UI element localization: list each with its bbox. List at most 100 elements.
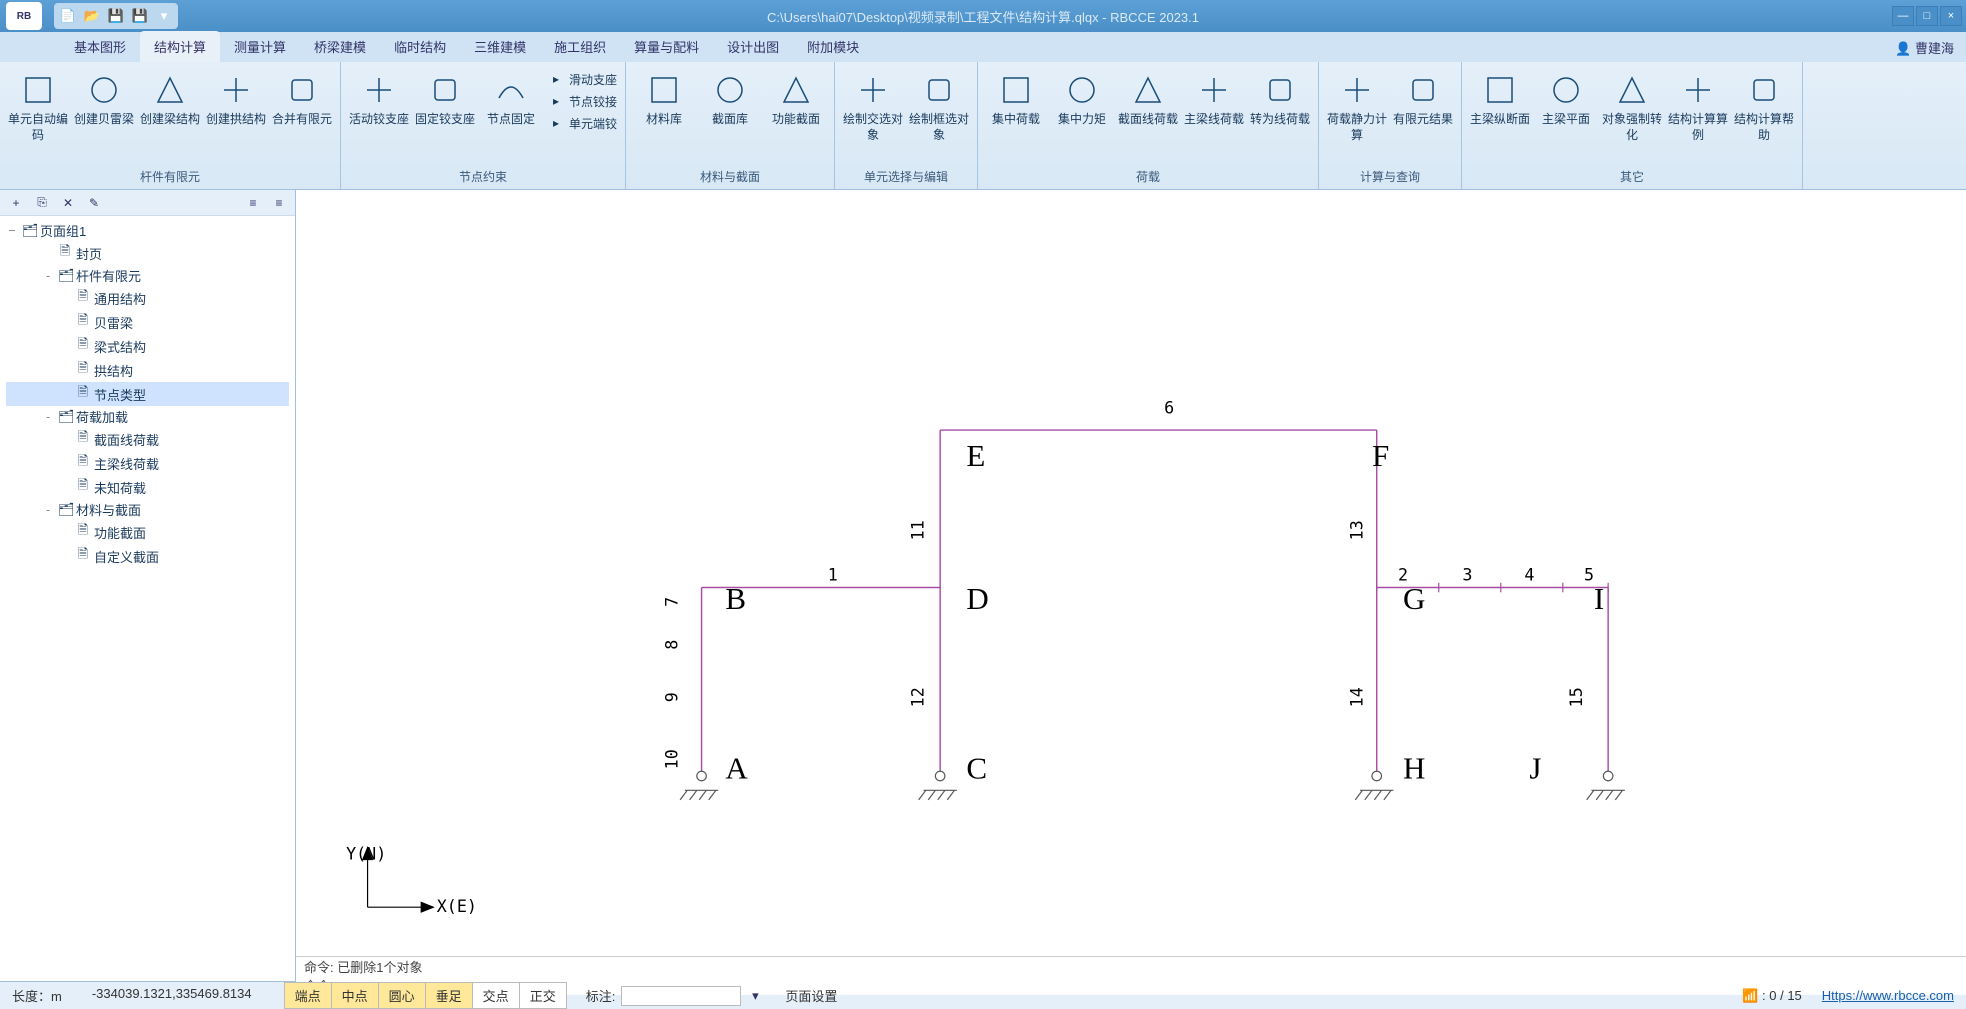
save-icon[interactable]: 💾 — [108, 8, 124, 24]
ribbon-btn[interactable]: 活动铰支座 — [349, 66, 409, 166]
ribbon-btn[interactable]: 功能截面 — [766, 66, 826, 166]
ribbon-btn[interactable]: 主梁纵断面 — [1470, 66, 1530, 166]
ribbon-icon — [218, 72, 254, 108]
ribbon-btn[interactable]: 对象强制转化 — [1602, 66, 1662, 166]
tree-node[interactable]: 🗎封页 — [6, 241, 289, 265]
snap-buttons: 端点中点圆心垂足交点正交 — [284, 982, 566, 1009]
doc-icon: 🗎 — [76, 383, 90, 405]
tree-node[interactable]: 🗎自定义截面 — [6, 544, 289, 568]
ribbon-icon — [1482, 72, 1518, 108]
ribbon-small-item[interactable]: ▸单元端铰 — [547, 114, 617, 132]
add-icon[interactable]: + — [6, 193, 26, 213]
ribbon-btn[interactable]: 有限元结果 — [1393, 66, 1453, 166]
ribbon-btn[interactable]: 绘制框选对象 — [909, 66, 969, 166]
ribbon-btn[interactable]: 材料库 — [634, 66, 694, 166]
new-icon[interactable]: 📄 — [60, 8, 76, 24]
length-unit: 长度：m — [12, 986, 62, 1005]
saveas-icon[interactable]: 💾 — [132, 8, 148, 24]
snap-button[interactable]: 正交 — [519, 982, 567, 1009]
maximize-button[interactable]: □ — [1916, 6, 1938, 26]
tree-node[interactable]: 🗎节点类型 — [6, 382, 289, 406]
ribbon-btn[interactable]: 荷载静力计算 — [1327, 66, 1387, 166]
svg-text:2: 2 — [1398, 564, 1408, 584]
ribbon-btn[interactable]: 集中力矩 — [1052, 66, 1112, 166]
ribbon-btn[interactable]: 转为线荷载 — [1250, 66, 1310, 166]
minimize-button[interactable]: — — [1892, 6, 1914, 26]
website-link[interactable]: Https://www.rbcce.com — [1822, 988, 1954, 1003]
ribbon-small-item[interactable]: ▸节点铰接 — [547, 92, 617, 110]
ribbon-btn-label: 功能截面 — [772, 112, 820, 128]
ribbon-btn-label: 主梁线荷载 — [1184, 112, 1244, 128]
command-input[interactable] — [334, 978, 1958, 993]
page-settings-button[interactable]: 页面设置 — [785, 986, 837, 1005]
indent-left-icon[interactable]: ≡ — [243, 193, 263, 213]
tab-3[interactable]: 桥梁建模 — [300, 31, 380, 62]
tree-node[interactable]: 🗎梁式结构 — [6, 334, 289, 358]
tree-node[interactable]: -🗂杆件有限元 — [6, 265, 289, 286]
doc-icon: 🗎 — [76, 287, 90, 309]
tab-4[interactable]: 临时结构 — [380, 31, 460, 62]
user-badge[interactable]: 👤 曹建海 — [1895, 38, 1954, 57]
ribbon-btn[interactable]: 结构计算帮助 — [1734, 66, 1794, 166]
tab-5[interactable]: 三维建模 — [460, 31, 540, 62]
tab-9[interactable]: 附加模块 — [793, 31, 873, 62]
ribbon-icon — [1746, 72, 1782, 108]
ribbon-btn-label: 绘制框选对象 — [909, 112, 969, 143]
small-icon: ▸ — [547, 92, 565, 110]
tab-0[interactable]: 基本图形 — [60, 31, 140, 62]
tab-8[interactable]: 设计出图 — [713, 31, 793, 62]
snap-button[interactable]: 端点 — [284, 982, 332, 1009]
annotate-dropdown-icon[interactable]: ▾ — [745, 986, 765, 1006]
tree-node[interactable]: 🗎主梁线荷载 — [6, 451, 289, 475]
annotate-input[interactable] — [621, 986, 741, 1006]
ribbon-btn[interactable]: 创建贝雷梁 — [74, 66, 134, 166]
copy-icon[interactable]: ⎘ — [32, 193, 52, 213]
tree-node[interactable]: 🗎截面线荷载 — [6, 427, 289, 451]
ribbon-btn[interactable]: 固定铰支座 — [415, 66, 475, 166]
ribbon-btn[interactable]: 单元自动编码 — [8, 66, 68, 166]
delete-icon[interactable]: ✕ — [58, 193, 78, 213]
tree-node[interactable]: 🗎未知荷载 — [6, 475, 289, 499]
qat-more-icon[interactable]: ▾ — [156, 8, 172, 24]
ribbon-btn[interactable]: 节点固定 — [481, 66, 541, 166]
open-icon[interactable]: 📂 — [84, 8, 100, 24]
ribbon-icon — [427, 72, 463, 108]
tab-7[interactable]: 算量与配料 — [620, 31, 713, 62]
ribbon-small-item[interactable]: ▸滑动支座 — [547, 70, 617, 88]
ribbon-btn[interactable]: 创建梁结构 — [140, 66, 200, 166]
snap-button[interactable]: 交点 — [472, 982, 520, 1009]
ribbon-btn[interactable]: 主梁线荷载 — [1184, 66, 1244, 166]
snap-button[interactable]: 中点 — [331, 982, 379, 1009]
ribbon-btn[interactable]: 集中荷载 — [986, 66, 1046, 166]
snap-button[interactable]: 垂足 — [425, 982, 473, 1009]
axis-y-label: Y(N) — [346, 843, 386, 863]
tab-2[interactable]: 测量计算 — [220, 31, 300, 62]
ribbon-group-5: 荷载静力计算有限元结果计算与查询 — [1319, 62, 1462, 189]
snap-button[interactable]: 圆心 — [378, 982, 426, 1009]
tree-node[interactable]: 🗎拱结构 — [6, 358, 289, 382]
ribbon-icon — [646, 72, 682, 108]
ribbon-btn[interactable]: 主梁平面 — [1536, 66, 1596, 166]
close-button[interactable]: × — [1940, 6, 1962, 26]
ribbon-btn[interactable]: 结构计算算例 — [1668, 66, 1728, 166]
tree-node[interactable]: -🗂材料与截面 — [6, 499, 289, 520]
tree-node[interactable]: -🗂荷载加载 — [6, 406, 289, 427]
tree-root[interactable]: −🗂页面组1 — [6, 220, 289, 241]
ribbon-btn-label: 结构计算算例 — [1668, 112, 1728, 143]
doc-icon: 🗎 — [76, 335, 90, 357]
edit-icon[interactable]: ✎ — [84, 193, 104, 213]
indent-right-icon[interactable]: ≡ — [269, 193, 289, 213]
ribbon-btn[interactable]: 截面线荷载 — [1118, 66, 1178, 166]
ribbon-btn[interactable]: 绘制交选对象 — [843, 66, 903, 166]
tab-6[interactable]: 施工组织 — [540, 31, 620, 62]
tab-1[interactable]: 结构计算 — [140, 31, 220, 62]
ribbon-btn[interactable]: 合并有限元 — [272, 66, 332, 166]
tree-node[interactable]: 🗎通用结构 — [6, 286, 289, 310]
command-history: 命令: 已删除1个对象 — [296, 957, 1966, 976]
drawing-canvas[interactable]: ABCDEFGHIJ123456789101112131415 Y(N) X(E… — [296, 190, 1966, 956]
tree-node[interactable]: 🗎功能截面 — [6, 520, 289, 544]
tree-node[interactable]: 🗎贝雷梁 — [6, 310, 289, 334]
ribbon-btn[interactable]: 截面库 — [700, 66, 760, 166]
ribbon-icon — [921, 72, 957, 108]
ribbon-btn[interactable]: 创建拱结构 — [206, 66, 266, 166]
